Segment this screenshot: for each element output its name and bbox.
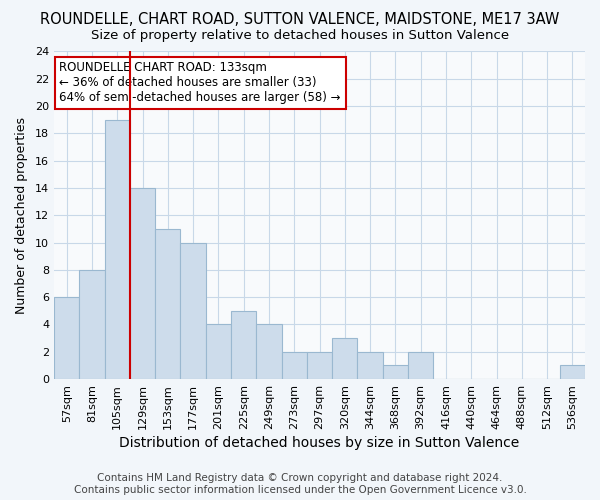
- Bar: [560, 366, 585, 379]
- Bar: [104, 120, 130, 379]
- X-axis label: Distribution of detached houses by size in Sutton Valence: Distribution of detached houses by size …: [119, 436, 520, 450]
- Y-axis label: Number of detached properties: Number of detached properties: [15, 117, 28, 314]
- Bar: [206, 324, 231, 379]
- Bar: [79, 270, 104, 379]
- Bar: [332, 338, 358, 379]
- Bar: [358, 352, 383, 379]
- Bar: [281, 352, 307, 379]
- Bar: [307, 352, 332, 379]
- Bar: [54, 297, 79, 379]
- Bar: [383, 366, 408, 379]
- Bar: [130, 188, 155, 379]
- Bar: [155, 229, 181, 379]
- Bar: [231, 311, 256, 379]
- Bar: [256, 324, 281, 379]
- Bar: [181, 242, 206, 379]
- Text: Size of property relative to detached houses in Sutton Valence: Size of property relative to detached ho…: [91, 29, 509, 42]
- Text: ROUNDELLE, CHART ROAD, SUTTON VALENCE, MAIDSTONE, ME17 3AW: ROUNDELLE, CHART ROAD, SUTTON VALENCE, M…: [40, 12, 560, 28]
- Text: ROUNDELLE CHART ROAD: 133sqm
← 36% of detached houses are smaller (33)
64% of se: ROUNDELLE CHART ROAD: 133sqm ← 36% of de…: [59, 62, 341, 104]
- Bar: [408, 352, 433, 379]
- Text: Contains HM Land Registry data © Crown copyright and database right 2024.
Contai: Contains HM Land Registry data © Crown c…: [74, 474, 526, 495]
